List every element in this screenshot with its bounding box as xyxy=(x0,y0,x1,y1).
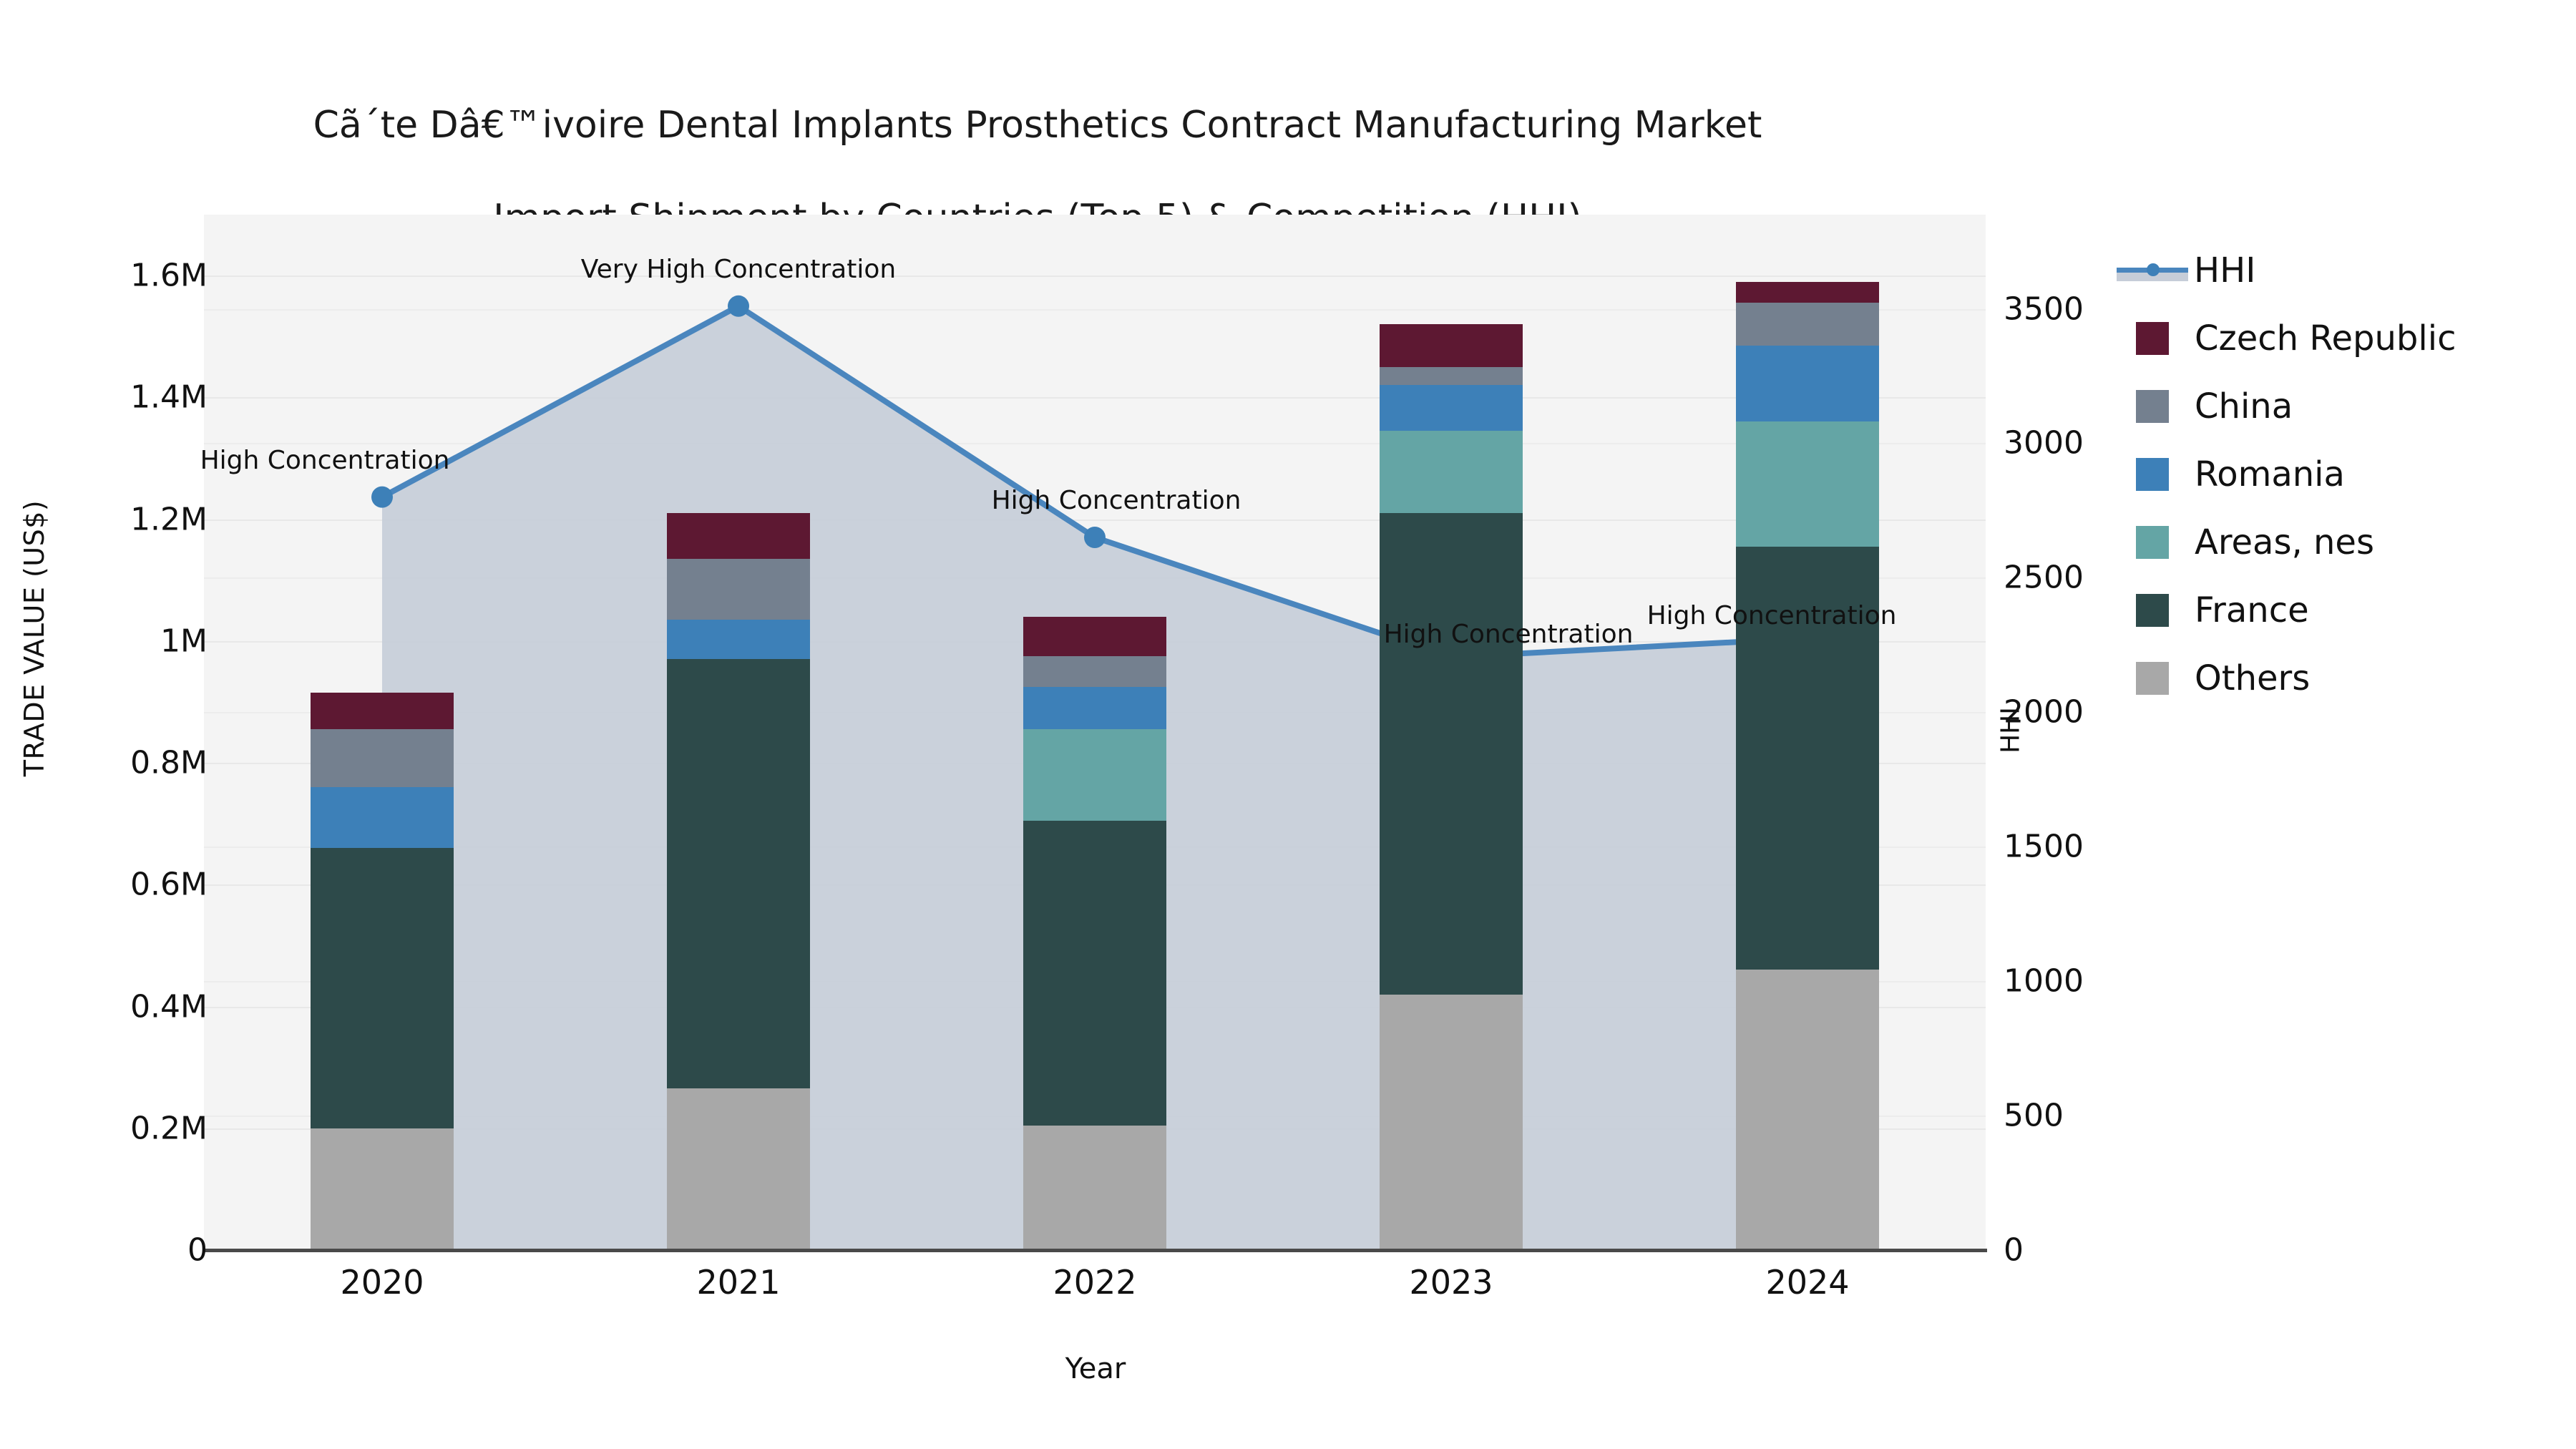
legend-item-label: HHI xyxy=(2194,250,2256,291)
bar-segment-romania-2021[interactable] xyxy=(667,620,810,660)
bar-segment-areas-nes-2024[interactable] xyxy=(1736,421,1879,547)
bar-segment-china-2021[interactable] xyxy=(667,558,810,620)
hhi-marker-2020[interactable] xyxy=(371,486,393,508)
bar-segment-areas-nes-2023[interactable] xyxy=(1380,431,1523,514)
bar-segment-france-2021[interactable] xyxy=(667,659,810,1089)
bar-segment-france-2024[interactable] xyxy=(1736,546,1879,970)
annotation-2024: High Concentration xyxy=(1646,600,1897,630)
bar-segment-france-2023[interactable] xyxy=(1380,513,1523,995)
legend-swatch-icon xyxy=(2136,525,2169,559)
legend-item-areas-nes[interactable]: Areas, nes xyxy=(2136,508,2565,576)
y-tick-right-3000: 3000 xyxy=(2004,424,2084,462)
bar-segment-others-2022[interactable] xyxy=(1023,1125,1166,1250)
y-tick-left-0.4M: 0.4M xyxy=(130,988,208,1025)
y-tick-left-1.6M: 1.6M xyxy=(130,257,208,294)
y-tick-left-1.4M: 1.4M xyxy=(130,379,208,416)
legend-item-france[interactable]: France xyxy=(2136,576,2565,644)
hhi-marker-2021[interactable] xyxy=(728,295,749,317)
plot-area xyxy=(204,215,1986,1250)
annotation-2022: High Concentration xyxy=(991,486,1241,515)
y-axis-left-title: TRADE VALUE (US$) xyxy=(19,499,50,777)
x-tick-2024: 2024 xyxy=(1765,1263,1850,1302)
legend-item-label: Romania xyxy=(2195,454,2345,494)
bar-segment-others-2021[interactable] xyxy=(667,1088,810,1250)
gridline-right-7 xyxy=(204,308,1986,311)
bar-segment-czech-republic-2021[interactable] xyxy=(667,513,810,559)
chart-title-line-1: Cã´te Dâ€™ivoire Dental Implants Prosthe… xyxy=(313,104,1762,147)
x-axis-line xyxy=(204,1249,1987,1252)
bar-segment-china-2024[interactable] xyxy=(1736,303,1879,346)
legend-item-china[interactable]: China xyxy=(2136,372,2565,440)
y-tick-right-2500: 2500 xyxy=(2004,559,2084,596)
legend-item-hhi[interactable]: HHI xyxy=(2117,236,2565,304)
legend-swatch-icon xyxy=(2136,457,2169,491)
x-axis-title: Year xyxy=(1065,1352,1126,1385)
legend-line-icon xyxy=(2117,254,2188,287)
y-tick-left-1.2M: 1.2M xyxy=(130,501,208,538)
x-tick-2020: 2020 xyxy=(340,1263,424,1302)
bar-segment-czech-republic-2020[interactable] xyxy=(311,693,454,730)
legend-item-romania[interactable]: Romania xyxy=(2136,440,2565,508)
y-tick-right-0: 0 xyxy=(2004,1231,2024,1269)
bar-segment-romania-2024[interactable] xyxy=(1736,346,1879,422)
legend-item-label: France xyxy=(2195,590,2309,630)
gridline-right-6 xyxy=(204,443,1986,445)
legend-swatch-icon xyxy=(2136,593,2169,627)
y-tick-left-0.2M: 0.2M xyxy=(130,1110,208,1147)
gridline-left-7 xyxy=(204,397,1986,399)
y-tick-left-0.8M: 0.8M xyxy=(130,744,208,781)
legend-swatch-icon xyxy=(2136,389,2169,423)
legend-item-czech-republic[interactable]: Czech Republic xyxy=(2136,304,2565,372)
y-tick-left-0.6M: 0.6M xyxy=(130,866,208,903)
legend-swatch-icon xyxy=(2136,661,2169,695)
bar-segment-romania-2022[interactable] xyxy=(1023,686,1166,730)
bar-segment-china-2020[interactable] xyxy=(311,729,454,788)
annotation-2021: Very High Concentration xyxy=(580,254,897,284)
y-tick-right-500: 500 xyxy=(2004,1097,2064,1134)
y-tick-left-1M: 1M xyxy=(160,623,208,660)
annotation-2023: High Concentration xyxy=(1383,620,1634,650)
y-tick-right-1000: 1000 xyxy=(2004,962,2084,1000)
y-tick-left-0: 0 xyxy=(187,1231,208,1269)
legend-item-label: Czech Republic xyxy=(2195,318,2457,358)
bar-segment-france-2022[interactable] xyxy=(1023,820,1166,1126)
legend: HHI Czech Republic China Romania Areas, nes F… xyxy=(2117,236,2565,712)
bar-segment-romania-2023[interactable] xyxy=(1380,385,1523,431)
bar-segment-czech-republic-2024[interactable] xyxy=(1736,281,1879,303)
x-tick-2022: 2022 xyxy=(1053,1263,1137,1302)
legend-item-label: Others xyxy=(2195,658,2311,698)
annotation-2020: High Concentration xyxy=(200,445,450,475)
y-tick-right-3500: 3500 xyxy=(2004,291,2084,328)
y-axis-right-title: HHI xyxy=(1996,707,2026,753)
y-tick-right-1500: 1500 xyxy=(2004,828,2084,865)
bar-segment-others-2020[interactable] xyxy=(311,1128,454,1250)
legend-item-label: China xyxy=(2195,386,2293,426)
legend-item-others[interactable]: Others xyxy=(2136,644,2565,712)
bar-segment-others-2023[interactable] xyxy=(1380,994,1523,1250)
gridline-left-8 xyxy=(204,275,1986,278)
bar-segment-china-2022[interactable] xyxy=(1023,656,1166,687)
y-tick-right-2000: 2000 xyxy=(2004,693,2084,731)
gridline-left-6 xyxy=(204,519,1986,521)
x-tick-2023: 2023 xyxy=(1409,1263,1493,1302)
bar-segment-china-2023[interactable] xyxy=(1380,366,1523,386)
bar-segment-romania-2020[interactable] xyxy=(311,787,454,849)
legend-swatch-icon xyxy=(2136,321,2169,355)
bar-segment-france-2020[interactable] xyxy=(311,848,454,1128)
bar-segment-others-2024[interactable] xyxy=(1736,970,1879,1250)
bar-segment-czech-republic-2022[interactable] xyxy=(1023,616,1166,657)
bar-segment-areas-nes-2022[interactable] xyxy=(1023,729,1166,821)
hhi-marker-2022[interactable] xyxy=(1084,527,1106,548)
legend-item-label: Areas, nes xyxy=(2195,522,2374,562)
bar-segment-czech-republic-2023[interactable] xyxy=(1380,324,1523,367)
x-tick-2021: 2021 xyxy=(696,1263,781,1302)
